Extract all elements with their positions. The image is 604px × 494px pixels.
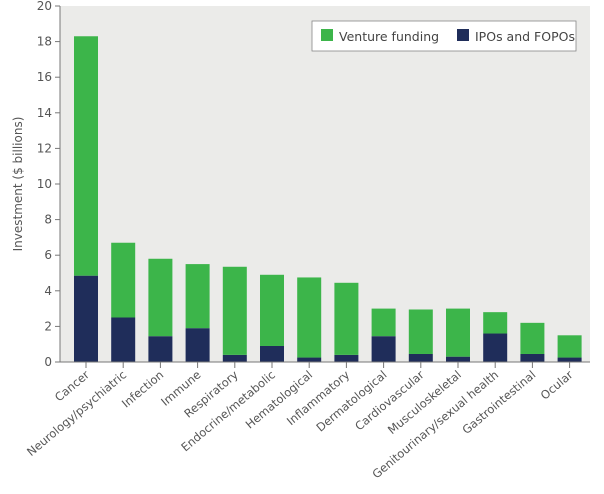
legend-label-venture: Venture funding — [339, 29, 439, 44]
y-axis-title: Investment ($ billions) — [11, 117, 25, 252]
x-tick-label: Infection — [119, 368, 166, 411]
bar-ipos-fopos — [148, 336, 173, 362]
bar-ipos-fopos — [185, 328, 210, 362]
y-tick-label: 12 — [37, 141, 52, 155]
bar-venture-funding — [371, 308, 396, 337]
y-tick-label: 14 — [37, 106, 52, 120]
bar-venture-funding — [334, 282, 359, 355]
legend-box — [311, 20, 577, 52]
bar-venture-funding — [520, 322, 545, 354]
bar-venture-funding — [408, 309, 433, 354]
bar-venture-funding — [185, 264, 210, 329]
bar-venture-funding — [557, 335, 582, 358]
bar-ipos-fopos — [483, 333, 508, 362]
bar-venture-funding — [111, 242, 136, 318]
bar-ipos-fopos — [297, 357, 322, 362]
bar-venture-funding — [446, 308, 470, 357]
legend-label-ipos: IPOs and FOPOs — [475, 29, 575, 44]
bar-ipos-fopos — [408, 353, 433, 362]
x-axis: CancerNeurology/psychiatricInfectionImmu… — [24, 361, 590, 481]
y-tick-label: 18 — [37, 35, 52, 49]
y-tick-label: 20 — [37, 0, 52, 13]
bar-ipos-fopos — [446, 356, 470, 362]
plot-background — [60, 6, 590, 362]
y-tick-label: 8 — [44, 213, 52, 227]
bar-ipos-fopos — [520, 353, 545, 362]
bar-venture-funding — [483, 312, 508, 334]
bar-ipos-fopos — [74, 275, 98, 362]
y-tick-label: 10 — [37, 177, 52, 191]
bar-ipos-fopos — [222, 354, 247, 362]
bar-venture-funding — [74, 36, 98, 276]
bar-venture-funding — [260, 274, 284, 346]
legend-swatch-ipos — [457, 29, 469, 41]
legend: Venture funding IPOs and FOPOs — [311, 20, 577, 52]
bar-venture-funding — [222, 266, 247, 355]
bars — [74, 36, 582, 362]
y-tick-label: 4 — [44, 284, 52, 298]
bar-venture-funding — [148, 258, 173, 337]
y-axis: 0 2 4 6 8 10 12 14 16 18 20 — [37, 0, 61, 369]
y-tick-label: 6 — [44, 248, 52, 262]
bar-ipos-fopos — [557, 357, 582, 362]
bar-ipos-fopos — [260, 345, 284, 362]
x-tick-label: Ocular — [538, 367, 576, 402]
bar-ipos-fopos — [334, 354, 359, 362]
y-tick-label: 2 — [44, 319, 52, 333]
y-tick-label: 0 — [44, 355, 52, 369]
bar-ipos-fopos — [111, 317, 136, 362]
legend-swatch-venture — [321, 29, 333, 41]
bar-ipos-fopos — [371, 336, 396, 362]
bar-venture-funding — [297, 277, 322, 358]
y-tick-label: 16 — [37, 70, 52, 84]
